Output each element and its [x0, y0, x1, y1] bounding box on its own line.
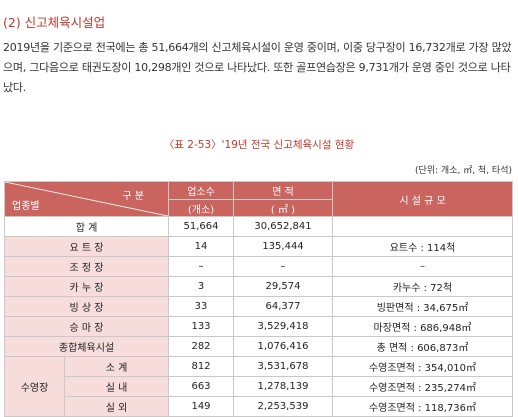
row-scale: 카누수 : 72척 [332, 276, 513, 297]
row-area: 64,377 [233, 296, 333, 317]
row-area: – [233, 256, 333, 277]
row-area: 3,531,678 [233, 356, 333, 377]
table-row: 빙 상 장 33 64,377 빙판면적 : 34,675㎡ [4, 296, 513, 317]
sports-facility-table: 구 분 업종별 업소수 면 적 시 설 규 모 (개소) ( ㎡ ) 합 계 5… [4, 181, 513, 417]
header-count: 업소수 [168, 181, 234, 200]
table-row: 수영장 소 계 812 3,531,678 수영조면적 : 354,010㎡ [4, 356, 513, 417]
header-business-type-label: 업종별 [12, 201, 40, 212]
row-area: 1,076,416 [233, 336, 333, 357]
row-scale: – [332, 256, 513, 277]
section-title: (2) 신고체육시설업 [3, 15, 106, 30]
header-area: 면 적 [233, 181, 333, 200]
row-label: 요 트 장 [4, 236, 169, 257]
row-count: – [168, 256, 234, 277]
table-row: 요 트 장 14 135,444 요트수 : 114척 [4, 236, 513, 257]
row-scale: 수영조면적 : 118,736㎡ [332, 396, 513, 417]
row-scale: 수영조면적 : 235,274㎡ [332, 376, 513, 397]
table-row: 승 마 장 133 3,529,418 마장면적 : 686,948㎡ [4, 316, 513, 337]
row-area: 135,444 [233, 236, 333, 257]
row-label: 빙 상 장 [4, 296, 169, 317]
row-area: 2,253,539 [233, 396, 333, 417]
section-paragraph: 2019년을 기준으로 전국에는 총 51,664개의 신고체육시설이 운영 중… [3, 41, 512, 94]
row-area: 1,278,139 [233, 376, 333, 397]
row-count: 282 [168, 336, 234, 357]
row-count: 149 [168, 396, 234, 417]
row-area: 29,574 [233, 276, 333, 297]
row-label: 승 마 장 [4, 316, 169, 337]
row-label: 조 정 장 [4, 256, 169, 277]
row-count: 3 [168, 276, 234, 297]
row-label: 합 계 [4, 216, 169, 237]
header-corner-cell: 구 분 업종별 [4, 181, 169, 217]
row-count: 14 [168, 236, 234, 257]
table-row: 조 정 장 – – – [4, 256, 513, 277]
header-area-unit: ( ㎡ ) [233, 199, 333, 217]
row-label: 실 외 [64, 396, 169, 417]
row-count: 663 [168, 376, 234, 397]
row-count: 33 [168, 296, 234, 317]
row-count: 133 [168, 316, 234, 337]
row-label: 실 내 [64, 376, 169, 397]
table-caption: 〈표 2-53〉'19년 전국 신고체육시설 현황 [163, 139, 355, 151]
table-row-total: 합 계 51,664 30,652,841 [4, 216, 513, 237]
row-scale: 빙판면적 : 34,675㎡ [332, 296, 513, 317]
header-category-label: 구 분 [122, 191, 144, 202]
row-scale: 마장면적 : 686,948㎡ [332, 316, 513, 337]
table-row: 카 누 장 3 29,574 카누수 : 72척 [4, 276, 513, 297]
pool-group-label: 수영장 [4, 356, 65, 417]
header-count-unit: (개소) [168, 199, 234, 217]
row-count: 812 [168, 356, 234, 377]
header-scale: 시 설 규 모 [332, 181, 513, 217]
row-area: 30,652,841 [233, 216, 333, 237]
row-count: 51,664 [168, 216, 234, 237]
row-scale: 요트수 : 114척 [332, 236, 513, 257]
diagonal-divider [5, 182, 168, 216]
row-scale: 수영조면적 : 354,010㎡ [332, 356, 513, 377]
row-scale [332, 216, 513, 237]
row-area: 3,529,418 [233, 316, 333, 337]
row-label: 카 누 장 [4, 276, 169, 297]
table-row: 종합체육시설 282 1,076,416 총 면적 : 606,873㎡ [4, 336, 513, 357]
table-row: 실 내 663 1,278,139 수영조면적 : 235,274㎡ [5, 376, 513, 397]
row-scale: 총 면적 : 606,873㎡ [332, 336, 513, 357]
table-unit-note: (단위: 개소, ㎡, 척, 타석) [414, 166, 512, 176]
row-label: 종합체육시설 [4, 336, 169, 357]
row-label: 소 계 [64, 356, 169, 377]
table-row: 실 외 149 2,253,539 수영조면적 : 118,736㎡ [5, 396, 513, 417]
